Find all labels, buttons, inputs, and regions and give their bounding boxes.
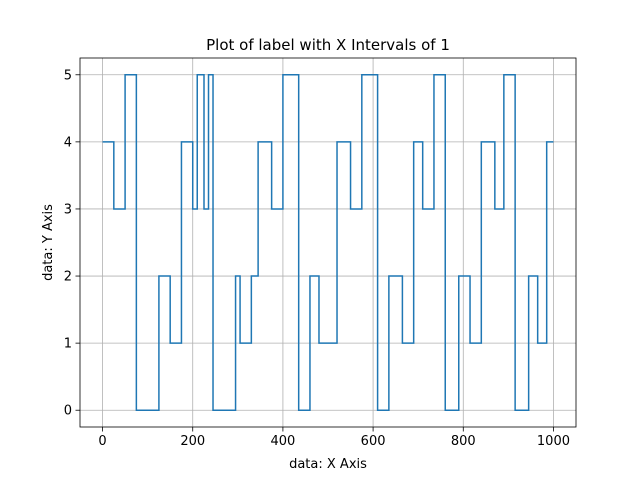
y-tick-label-0: 0 xyxy=(64,404,72,419)
chart-title: Plot of label with X Intervals of 1 xyxy=(206,36,450,54)
axes-background xyxy=(80,58,576,427)
y-tick-label-3: 3 xyxy=(64,202,72,217)
x-tick-label-2: 400 xyxy=(270,434,295,449)
y-axis-label: data: Y Axis xyxy=(41,204,56,281)
y-tick-label-4: 4 xyxy=(64,135,72,150)
x-axis-label: data: X Axis xyxy=(289,457,367,472)
x-tick-label-0: 0 xyxy=(98,434,106,449)
series-line-0 xyxy=(102,74,554,411)
x-tick-label-3: 600 xyxy=(361,434,386,449)
x-tick-label-5: 1000 xyxy=(537,434,570,449)
y-tick-label-1: 1 xyxy=(64,337,72,352)
ticks: 0 200 400 600 800 1000 0 1 2 3 4 5 xyxy=(64,68,570,449)
y-tick-label-5: 5 xyxy=(64,68,72,83)
y-tick-label-2: 2 xyxy=(64,270,72,285)
series-layer xyxy=(102,74,554,411)
axes-frame xyxy=(79,57,577,428)
x-tick-label-1: 200 xyxy=(180,434,205,449)
x-tick-label-4: 800 xyxy=(451,434,476,449)
